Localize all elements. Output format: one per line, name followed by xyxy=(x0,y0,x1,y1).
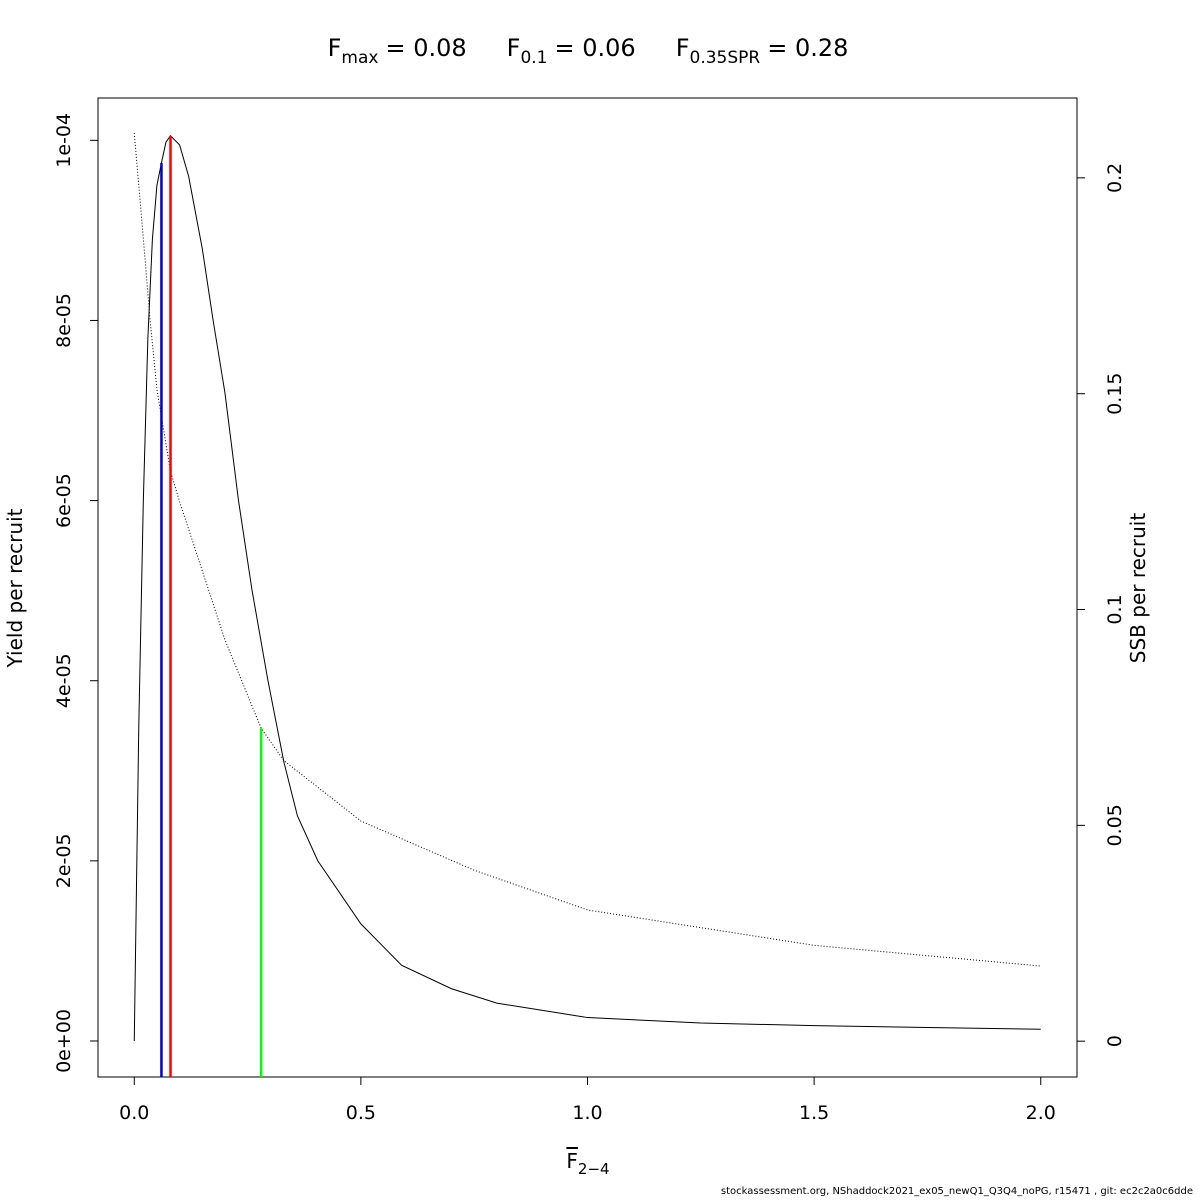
y-axis-label: Yield per recruit xyxy=(3,508,27,668)
title-subscript: 0.35SPR xyxy=(690,48,761,68)
y2-tick-label: 0.1 xyxy=(1104,594,1126,624)
title-symbol: F xyxy=(328,34,342,62)
x-label-symbol: F xyxy=(566,1149,578,1173)
title-subscript: max xyxy=(341,48,378,68)
chart-title: Fmax = 0.08 F0.1 = 0.06 F0.35SPR = 0.28 xyxy=(328,34,849,68)
x-tick-label: 0.0 xyxy=(119,1102,149,1124)
y-tick-label: 6e-05 xyxy=(53,473,75,528)
x-tick-label: 2.0 xyxy=(1026,1102,1056,1124)
title-symbol: F xyxy=(676,34,690,62)
title-value: = 0.28 xyxy=(767,34,848,62)
x-tick-label: 1.0 xyxy=(572,1102,602,1124)
series-line xyxy=(133,135,1041,1041)
footer: stockassessment.org, NShaddock2021_ex05_… xyxy=(721,1186,1193,1197)
title-subscript: 0.1 xyxy=(520,48,547,68)
title-symbol: F xyxy=(507,34,521,62)
y2-tick-label: 0.15 xyxy=(1104,373,1126,415)
y-tick-label: 0e+00 xyxy=(53,1009,75,1073)
x-tick-label: 0.5 xyxy=(346,1102,376,1124)
y-tick-label: 4e-05 xyxy=(53,653,75,708)
y2-tick-label: 0 xyxy=(1104,1035,1126,1047)
y-tick-label: 8e-05 xyxy=(53,293,75,348)
y2-tick-label: 0.2 xyxy=(1104,163,1126,193)
x-tick-label: 1.5 xyxy=(799,1102,829,1124)
y-tick-label: 2e-05 xyxy=(53,833,75,888)
y2-axis-label: SSB per recruit xyxy=(1126,513,1150,664)
y2-tick-label: 0.05 xyxy=(1104,804,1126,846)
x-axis-label: F2−4 xyxy=(566,1149,609,1178)
title-value: = 0.06 xyxy=(555,34,636,62)
series-line xyxy=(133,132,1041,967)
y-tick-label: 1e-04 xyxy=(53,113,75,168)
x-label-subscript: 2−4 xyxy=(578,1160,610,1178)
title-value: = 0.08 xyxy=(385,34,466,62)
